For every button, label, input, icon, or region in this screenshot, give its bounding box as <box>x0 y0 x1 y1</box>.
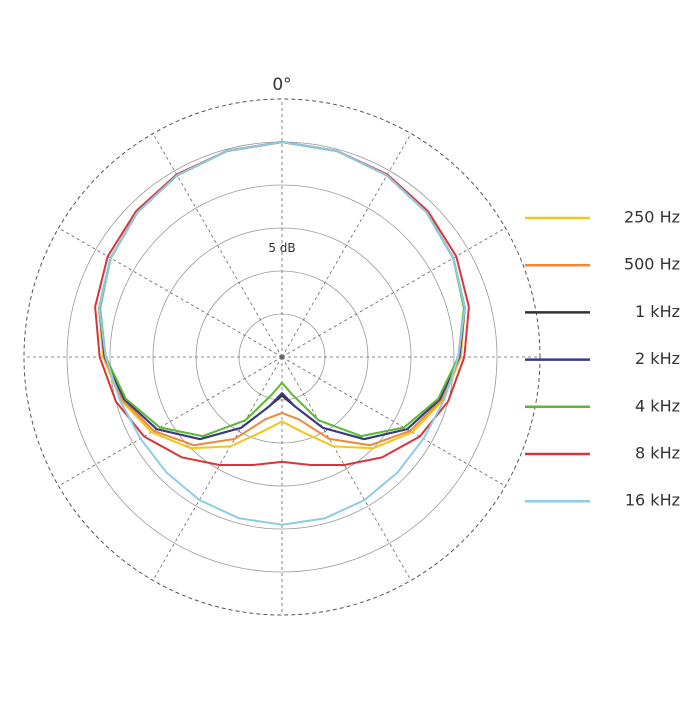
legend-label: 500 Hz <box>624 255 680 274</box>
spoke <box>152 356 283 581</box>
grid-circle <box>109 184 455 530</box>
spoke <box>58 356 283 487</box>
legend-label: 8 kHz <box>635 444 680 463</box>
spoke <box>281 133 412 358</box>
spoke <box>281 356 412 581</box>
legend-label: 250 Hz <box>624 208 680 227</box>
legend-label: 4 kHz <box>635 396 680 415</box>
spoke <box>281 227 506 358</box>
grid-circle <box>23 98 541 616</box>
series-line <box>94 141 470 466</box>
legend-label: 1 kHz <box>635 302 680 321</box>
legend-label: 2 kHz <box>635 349 680 368</box>
spoke <box>281 356 506 487</box>
angle-label: 0° <box>272 75 291 95</box>
series-line <box>98 141 466 526</box>
legend-label: 16 kHz <box>625 491 680 510</box>
spoke <box>152 133 283 358</box>
spoke <box>58 227 283 358</box>
center-dot <box>279 354 285 360</box>
